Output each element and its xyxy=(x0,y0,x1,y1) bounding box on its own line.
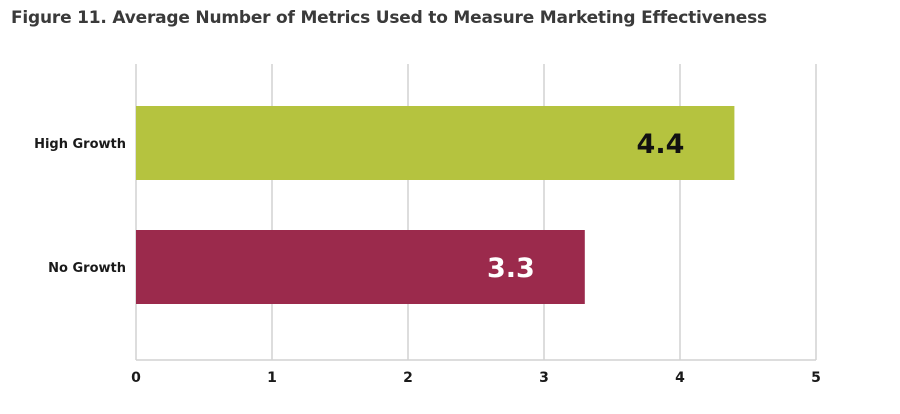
bar-no-growth xyxy=(136,230,585,304)
x-tick-label-1: 1 xyxy=(267,370,277,386)
category-label-no-growth: No Growth xyxy=(48,261,126,276)
chart-title: Figure 11. Average Number of Metrics Use… xyxy=(11,8,767,28)
bar-high-growth xyxy=(136,106,735,180)
x-tick-label-2: 2 xyxy=(403,370,413,386)
category-label-high-growth: High Growth xyxy=(34,137,126,152)
x-tick-label-0: 0 xyxy=(131,370,141,386)
x-tick-label-3: 3 xyxy=(539,370,549,386)
labels: 0 1 2 3 4 5 High Growth 4.4 No Growth 3.3 xyxy=(34,129,821,386)
x-tick-label-5: 5 xyxy=(811,370,821,386)
data-label-no-growth: 3.3 xyxy=(487,253,535,284)
x-tick-label-4: 4 xyxy=(675,370,685,386)
bars xyxy=(136,106,735,304)
data-label-high-growth: 4.4 xyxy=(637,129,685,160)
gridlines xyxy=(135,64,817,361)
